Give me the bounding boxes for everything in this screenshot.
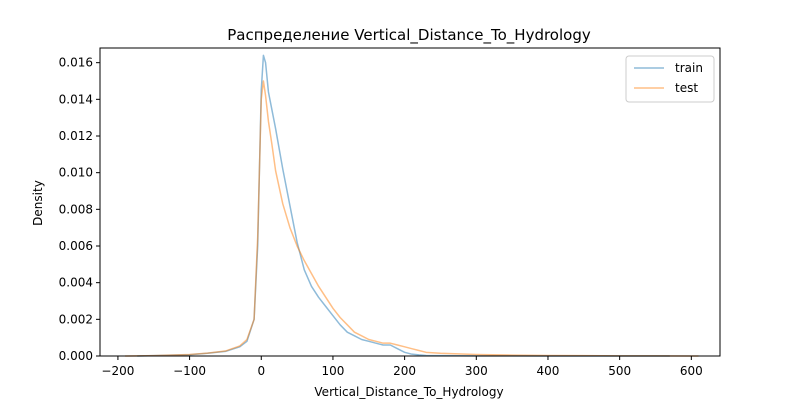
x-axis-ticks: −200 −100 0 100 200 300 400 500 600 (101, 356, 703, 378)
legend-label-train: train (675, 61, 703, 75)
x-tick-label: −100 (173, 364, 206, 378)
series-line-test (125, 80, 699, 357)
x-tick-label: 300 (465, 364, 488, 378)
legend: train test (625, 55, 715, 103)
y-tick-label: 0.016 (59, 56, 93, 70)
y-tick-label: 0.008 (59, 202, 93, 216)
x-tick-label: 600 (680, 364, 703, 378)
y-tick-label: 0.006 (59, 239, 93, 253)
x-tick-label: 0 (257, 364, 265, 378)
x-tick-label: −200 (101, 364, 134, 378)
y-axis-label: Density (31, 180, 45, 226)
x-tick-label: 500 (608, 364, 631, 378)
chart-title: Распределение Vertical_Distance_To_Hydro… (227, 26, 591, 45)
x-axis-label: Vertical_Distance_To_Hydrology (314, 385, 503, 399)
x-tick-label: 100 (321, 364, 344, 378)
y-tick-label: 0.002 (59, 312, 93, 326)
y-axis-ticks: 0.000 0.002 0.004 0.006 0.008 0.010 0.012 0.014… (59, 56, 100, 363)
y-tick-label: 0.012 (59, 129, 93, 143)
y-tick-label: 0.000 (59, 349, 93, 363)
plot-frame (99, 47, 721, 357)
y-tick-label: 0.014 (59, 92, 93, 106)
y-tick-label: 0.010 (59, 166, 93, 180)
y-tick-label: 0.004 (59, 276, 93, 290)
x-tick-label: 200 (393, 364, 416, 378)
x-tick-label: 400 (537, 364, 560, 378)
legend-label-test: test (675, 81, 698, 95)
